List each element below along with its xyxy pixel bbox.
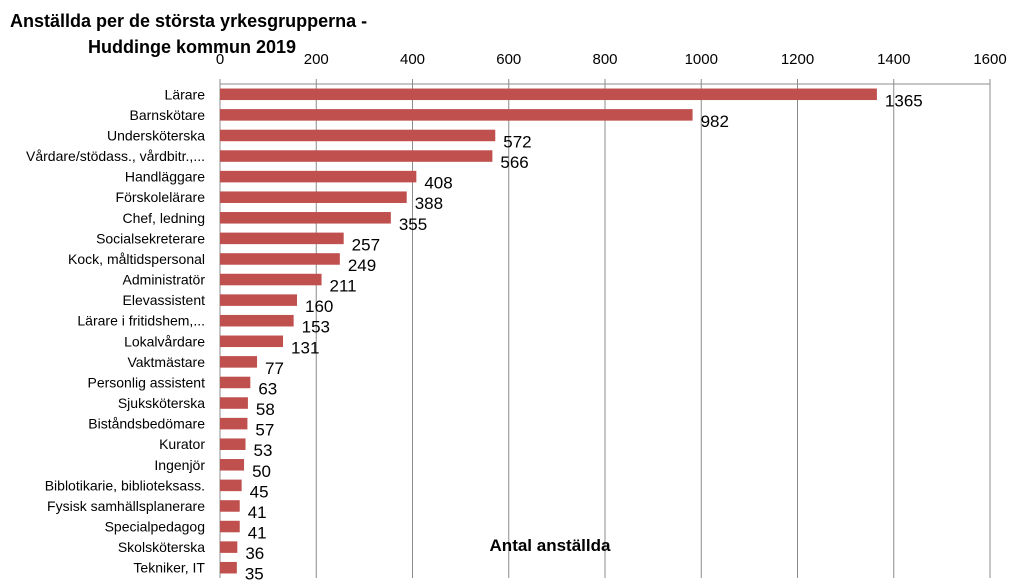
value-label: 408 bbox=[424, 174, 452, 193]
value-label: 160 bbox=[305, 297, 333, 316]
x-tick-label: 200 bbox=[304, 51, 329, 68]
bar bbox=[220, 479, 242, 492]
value-label: 388 bbox=[415, 194, 443, 213]
value-label: 41 bbox=[248, 503, 267, 522]
category-label: Biblotikarie, biblioteksass. bbox=[45, 477, 205, 493]
bar bbox=[220, 397, 248, 409]
bar bbox=[220, 459, 245, 471]
value-label: 153 bbox=[302, 318, 330, 337]
bar bbox=[220, 109, 693, 121]
bar bbox=[220, 170, 417, 183]
category-label: Vaktmästare bbox=[127, 354, 205, 370]
value-label: 35 bbox=[245, 565, 264, 584]
chart-title: Anställda per de största yrkesgrupperna … bbox=[10, 8, 410, 60]
category-label: Ingenjör bbox=[154, 457, 205, 473]
bars bbox=[220, 88, 877, 574]
category-label: Socialsekreterare bbox=[96, 230, 205, 246]
category-label: Kurator bbox=[159, 436, 205, 452]
value-label: 131 bbox=[291, 338, 319, 357]
category-label: Barnskötare bbox=[130, 107, 206, 123]
category-label: Lärare i fritidshem,... bbox=[77, 313, 205, 329]
x-axis-ticks: 0 200 400 600 800 1000 1200 1400 1600 bbox=[216, 51, 1007, 85]
value-label: 566 bbox=[500, 153, 528, 172]
category-label: Elevassistent bbox=[123, 292, 206, 308]
category-label: Personlig assistent bbox=[87, 374, 205, 390]
category-label: Fysisk samhällsplanerare bbox=[47, 498, 205, 514]
value-label: 45 bbox=[250, 482, 269, 501]
bar bbox=[220, 314, 294, 327]
category-labels: Lärare Barnskötare Undersköterska Vårdare/s… bbox=[26, 86, 205, 575]
bar bbox=[220, 376, 251, 389]
bar bbox=[220, 191, 407, 203]
value-label: 211 bbox=[330, 277, 357, 296]
x-axis-label: Antal anställda bbox=[490, 536, 611, 555]
gridlines bbox=[219, 84, 991, 578]
value-label: 58 bbox=[256, 400, 275, 419]
bar bbox=[220, 561, 237, 574]
value-label: 36 bbox=[245, 544, 264, 563]
x-tick-label: 1200 bbox=[781, 51, 814, 68]
category-label: Undersköterska bbox=[107, 127, 205, 143]
bar bbox=[220, 253, 340, 265]
chart-title-line-2: Huddinge kommun 2019 bbox=[88, 37, 297, 57]
value-label: 77 bbox=[265, 359, 284, 378]
bar bbox=[220, 129, 496, 142]
bar bbox=[220, 212, 391, 224]
category-label: Biståndsbedömare bbox=[88, 416, 205, 432]
category-label: Specialpedagog bbox=[105, 519, 205, 535]
x-tick-label: 1000 bbox=[685, 51, 718, 68]
x-tick-label: 400 bbox=[400, 51, 425, 68]
value-label: 257 bbox=[352, 235, 380, 254]
category-label: Skolsköterska bbox=[118, 539, 205, 555]
x-tick-label: 0 bbox=[216, 51, 224, 68]
bar bbox=[220, 232, 344, 245]
bar bbox=[220, 335, 284, 348]
value-label: 249 bbox=[348, 256, 376, 275]
value-label: 57 bbox=[255, 421, 274, 440]
bar bbox=[220, 150, 493, 162]
value-label: 982 bbox=[701, 112, 729, 131]
category-label: Sjuksköterska bbox=[118, 395, 205, 411]
bar bbox=[220, 500, 240, 512]
bar bbox=[220, 294, 297, 306]
category-label: Handläggare bbox=[125, 169, 205, 185]
x-tick-label: 1400 bbox=[877, 51, 910, 68]
bar bbox=[220, 438, 246, 450]
value-label: 355 bbox=[399, 215, 427, 234]
value-label: 572 bbox=[503, 132, 531, 151]
category-label: Förskolelärare bbox=[116, 189, 206, 205]
category-label: Vårdare/stödass., vårdbitr.,... bbox=[26, 148, 205, 164]
x-tick-label: 600 bbox=[496, 51, 521, 68]
bar bbox=[220, 88, 877, 101]
chart-title-line-1: Anställda per de största yrkesgrupperna … bbox=[10, 11, 368, 31]
value-label: 1365 bbox=[885, 91, 923, 110]
category-label: Tekniker, IT bbox=[133, 560, 205, 576]
value-label: 63 bbox=[258, 379, 277, 398]
category-label: Lokalvårdare bbox=[124, 333, 205, 349]
bar bbox=[220, 273, 322, 286]
bar bbox=[220, 417, 248, 430]
bar bbox=[220, 520, 240, 533]
value-label: 50 bbox=[252, 462, 271, 481]
category-label: Administratör bbox=[123, 272, 206, 288]
x-tick-label: 800 bbox=[592, 51, 617, 68]
bar bbox=[220, 541, 238, 553]
value-label: 53 bbox=[254, 441, 273, 460]
category-label: Lärare bbox=[165, 86, 206, 102]
value-label: 41 bbox=[248, 524, 267, 543]
category-label: Chef, ledning bbox=[122, 210, 205, 226]
x-tick-label: 1600 bbox=[973, 51, 1006, 68]
category-label: Kock, måltidspersonal bbox=[68, 251, 205, 267]
bar bbox=[220, 356, 258, 368]
